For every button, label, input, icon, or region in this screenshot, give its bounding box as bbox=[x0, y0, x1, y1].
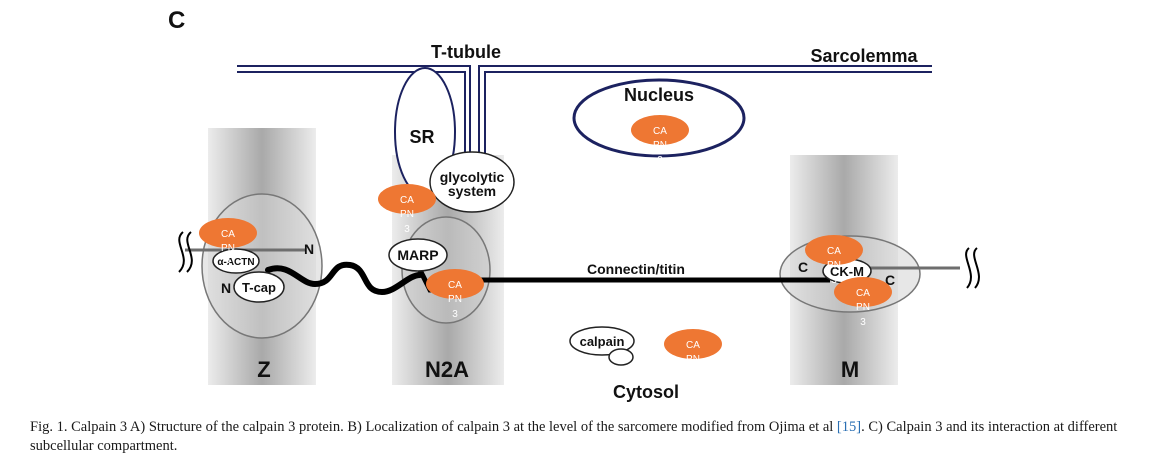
svg-text:PN: PN bbox=[448, 294, 462, 305]
figure-caption: Fig. 1. Calpain 3 A) Structure of the ca… bbox=[30, 418, 1130, 456]
svg-text:CA: CA bbox=[827, 246, 841, 257]
caption-text-end: . C) Calpain 3 and its interaction at di… bbox=[30, 419, 1118, 454]
ck-m-label: CK-M bbox=[830, 264, 864, 279]
svg-text:3: 3 bbox=[452, 309, 458, 320]
svg-text:PN: PN bbox=[686, 354, 700, 365]
svg-text:3: 3 bbox=[860, 317, 866, 328]
alpha-actn bbox=[212, 248, 260, 274]
svg-text:3: 3 bbox=[225, 258, 231, 269]
calpain bbox=[569, 326, 635, 356]
capn3-badge-nucleus: CA PN 3 bbox=[631, 115, 689, 166]
titin-filament bbox=[265, 261, 830, 296]
caption-text-start: Fig. 1. Calpain 3 A) Structure of the ca… bbox=[30, 419, 837, 435]
svg-text:3: 3 bbox=[690, 369, 696, 380]
glycolytic-system bbox=[429, 151, 515, 213]
marp-label: MARP bbox=[397, 247, 438, 263]
capn3-badge-cytosol: CA PN 3 bbox=[664, 329, 722, 380]
capn3-badge-n2a: CA PN 3 bbox=[426, 269, 484, 320]
t-cap-label: T-cap bbox=[242, 280, 276, 295]
t-cap bbox=[233, 271, 285, 303]
svg-text:3: 3 bbox=[404, 224, 410, 235]
svg-text:PN: PN bbox=[400, 209, 414, 220]
calpain-label: calpain bbox=[580, 334, 625, 349]
svg-text:3: 3 bbox=[657, 155, 663, 166]
svg-text:PN: PN bbox=[827, 260, 841, 271]
svg-text:CA: CA bbox=[653, 126, 667, 137]
n-terminal-left-label: N bbox=[221, 280, 231, 296]
svg-text:CA: CA bbox=[400, 195, 414, 206]
svg-text:PN: PN bbox=[221, 243, 235, 254]
filament-break-marks bbox=[178, 231, 980, 289]
calpain-small-subunit bbox=[608, 348, 634, 366]
m-label: M bbox=[841, 357, 859, 382]
caption-reference-link[interactable]: [15] bbox=[836, 419, 862, 435]
z-label: Z bbox=[257, 357, 270, 382]
nucleus-label: Nucleus bbox=[624, 85, 694, 105]
alpha-actn-label: α-ACTN bbox=[217, 257, 254, 268]
svg-text:PN: PN bbox=[856, 302, 870, 313]
cytosol-label: Cytosol bbox=[613, 382, 679, 402]
svg-text:CA: CA bbox=[448, 280, 462, 291]
capn3-badge-sr: CA PN 3 bbox=[378, 184, 436, 235]
sarcolemma-label: Sarcolemma bbox=[810, 46, 918, 66]
calpain3-diagram: C T-tubule Sa bbox=[168, 7, 980, 402]
t-tubule-label: T-tubule bbox=[431, 42, 501, 62]
svg-text:CA: CA bbox=[221, 229, 235, 240]
svg-text:CA: CA bbox=[686, 340, 700, 351]
sarcolemma-membrane bbox=[237, 65, 932, 170]
marp bbox=[388, 238, 448, 272]
sr-label: SR bbox=[409, 127, 434, 147]
glycolytic-label-line1: glycolytic bbox=[440, 169, 505, 185]
panel-label: C bbox=[168, 7, 185, 34]
capn3-badge-z-disc: CA PN 3 bbox=[199, 218, 257, 269]
n2a-label: N2A bbox=[425, 357, 469, 382]
svg-text:3: 3 bbox=[831, 275, 837, 286]
capn3-badge-m-line-upper: CA PN 3 bbox=[805, 235, 863, 286]
svg-text:CA: CA bbox=[856, 288, 870, 299]
svg-text:PN: PN bbox=[653, 140, 667, 151]
n-terminal-right-label: N bbox=[304, 241, 314, 257]
c-terminal-right-label: C bbox=[885, 272, 895, 288]
glycolytic-label-line2: system bbox=[448, 183, 496, 199]
c-terminal-left-label: C bbox=[798, 259, 808, 275]
connectin-label: Connectin/titin bbox=[587, 261, 685, 277]
capn3-badge-m-line-lower: CA PN 3 bbox=[834, 277, 892, 328]
